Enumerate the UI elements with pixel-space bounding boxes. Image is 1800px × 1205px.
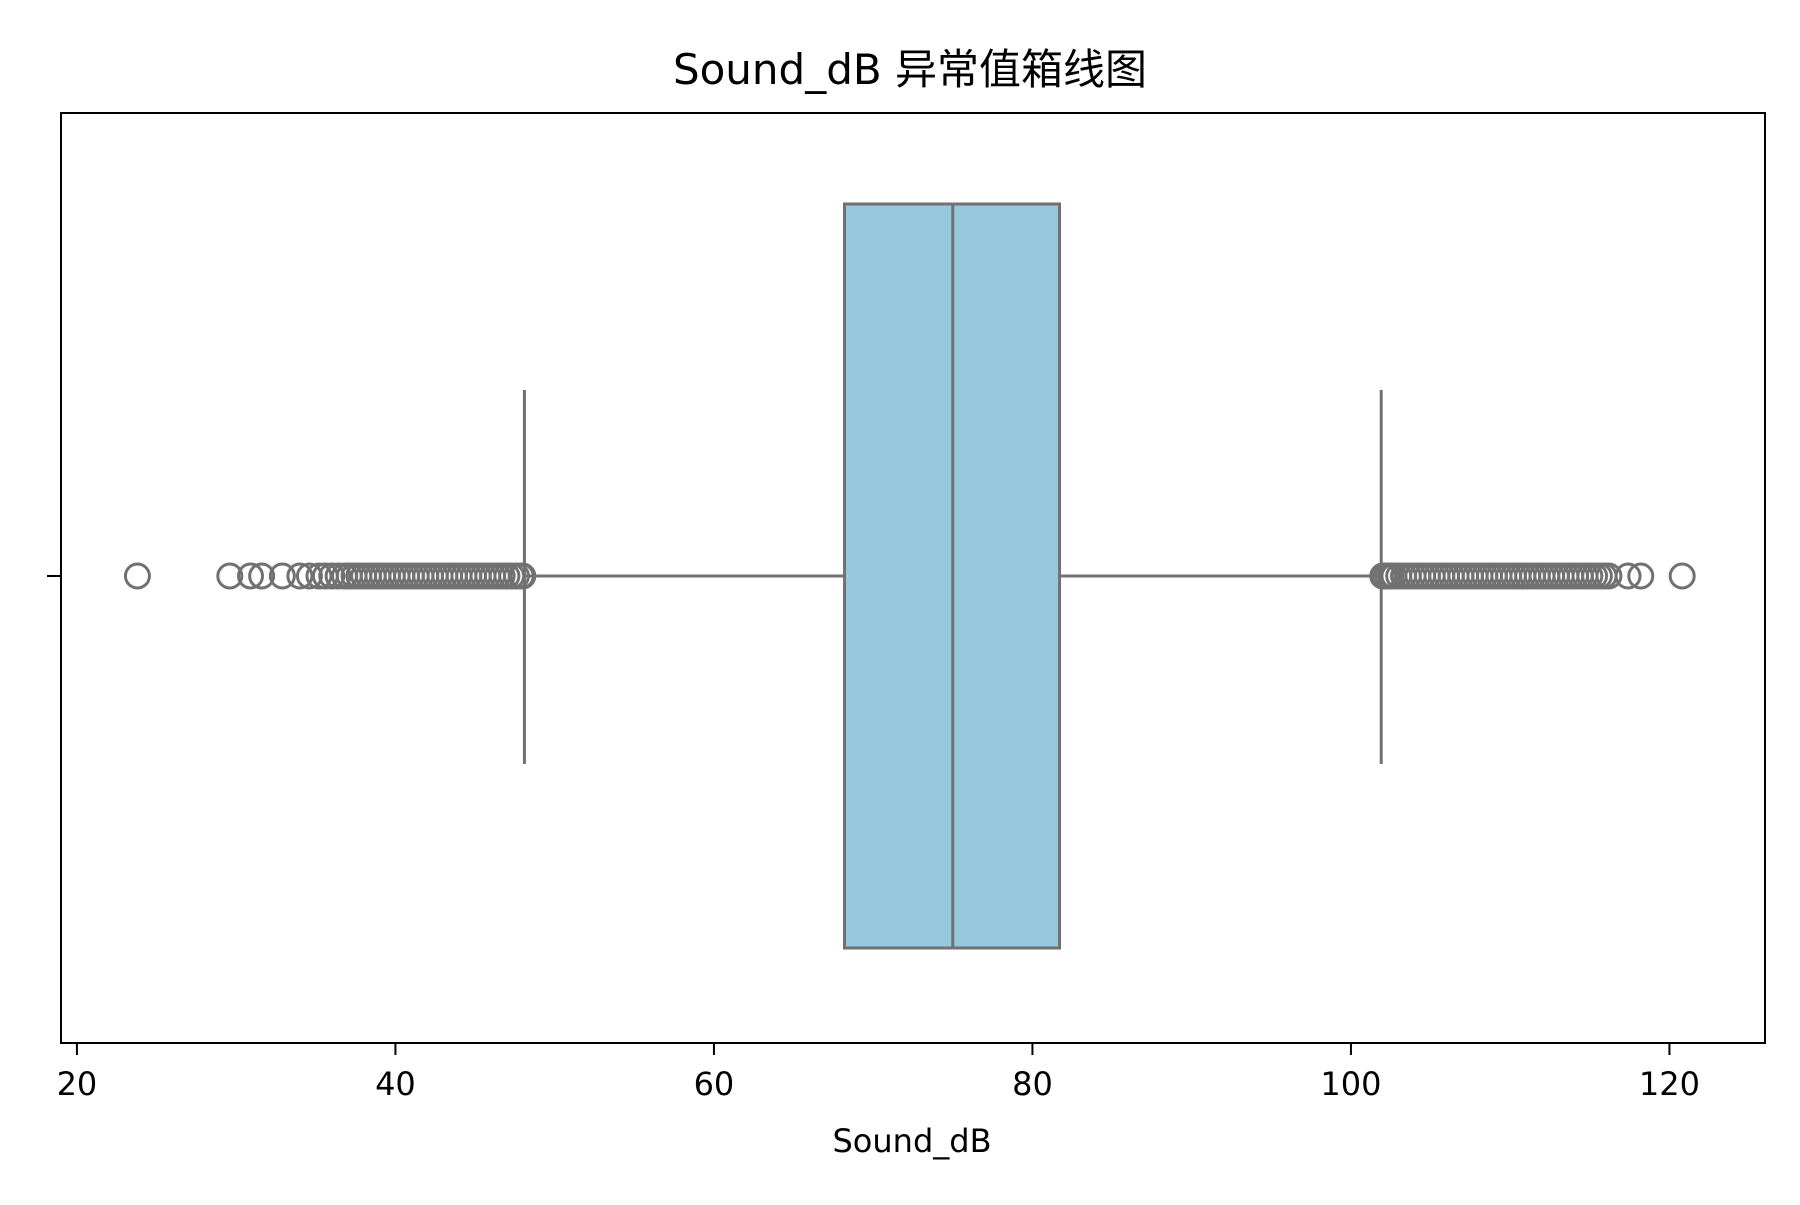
outlier-point xyxy=(268,562,296,590)
x-tick-label: 40 xyxy=(375,1065,416,1103)
outlier-point xyxy=(123,562,151,590)
outlier-point xyxy=(248,562,276,590)
x-axis: 20 40 60 80 100 120 xyxy=(47,575,1700,1103)
chart-title: Sound_dB 异常值箱线图 xyxy=(673,45,1147,94)
outlier-point xyxy=(1668,562,1696,590)
x-tick-label: 60 xyxy=(694,1065,735,1103)
x-tick-label: 100 xyxy=(1320,1065,1381,1103)
outlier-point xyxy=(1614,562,1642,590)
x-tick-label: 80 xyxy=(1012,1065,1053,1103)
outlier-point xyxy=(216,562,244,590)
x-tick-label: 120 xyxy=(1639,1065,1700,1103)
plot-area-frame xyxy=(60,112,1766,1044)
outlier-point xyxy=(295,562,323,590)
x-axis-label: Sound_dB xyxy=(832,1122,991,1160)
chart-marks xyxy=(123,202,1696,950)
outlier-point xyxy=(509,562,537,590)
x-tick-label: 20 xyxy=(57,1065,98,1103)
outlier-point xyxy=(318,562,346,590)
outlier-point xyxy=(237,562,265,590)
outlier-point xyxy=(1627,562,1655,590)
outlier-point xyxy=(1595,562,1623,590)
